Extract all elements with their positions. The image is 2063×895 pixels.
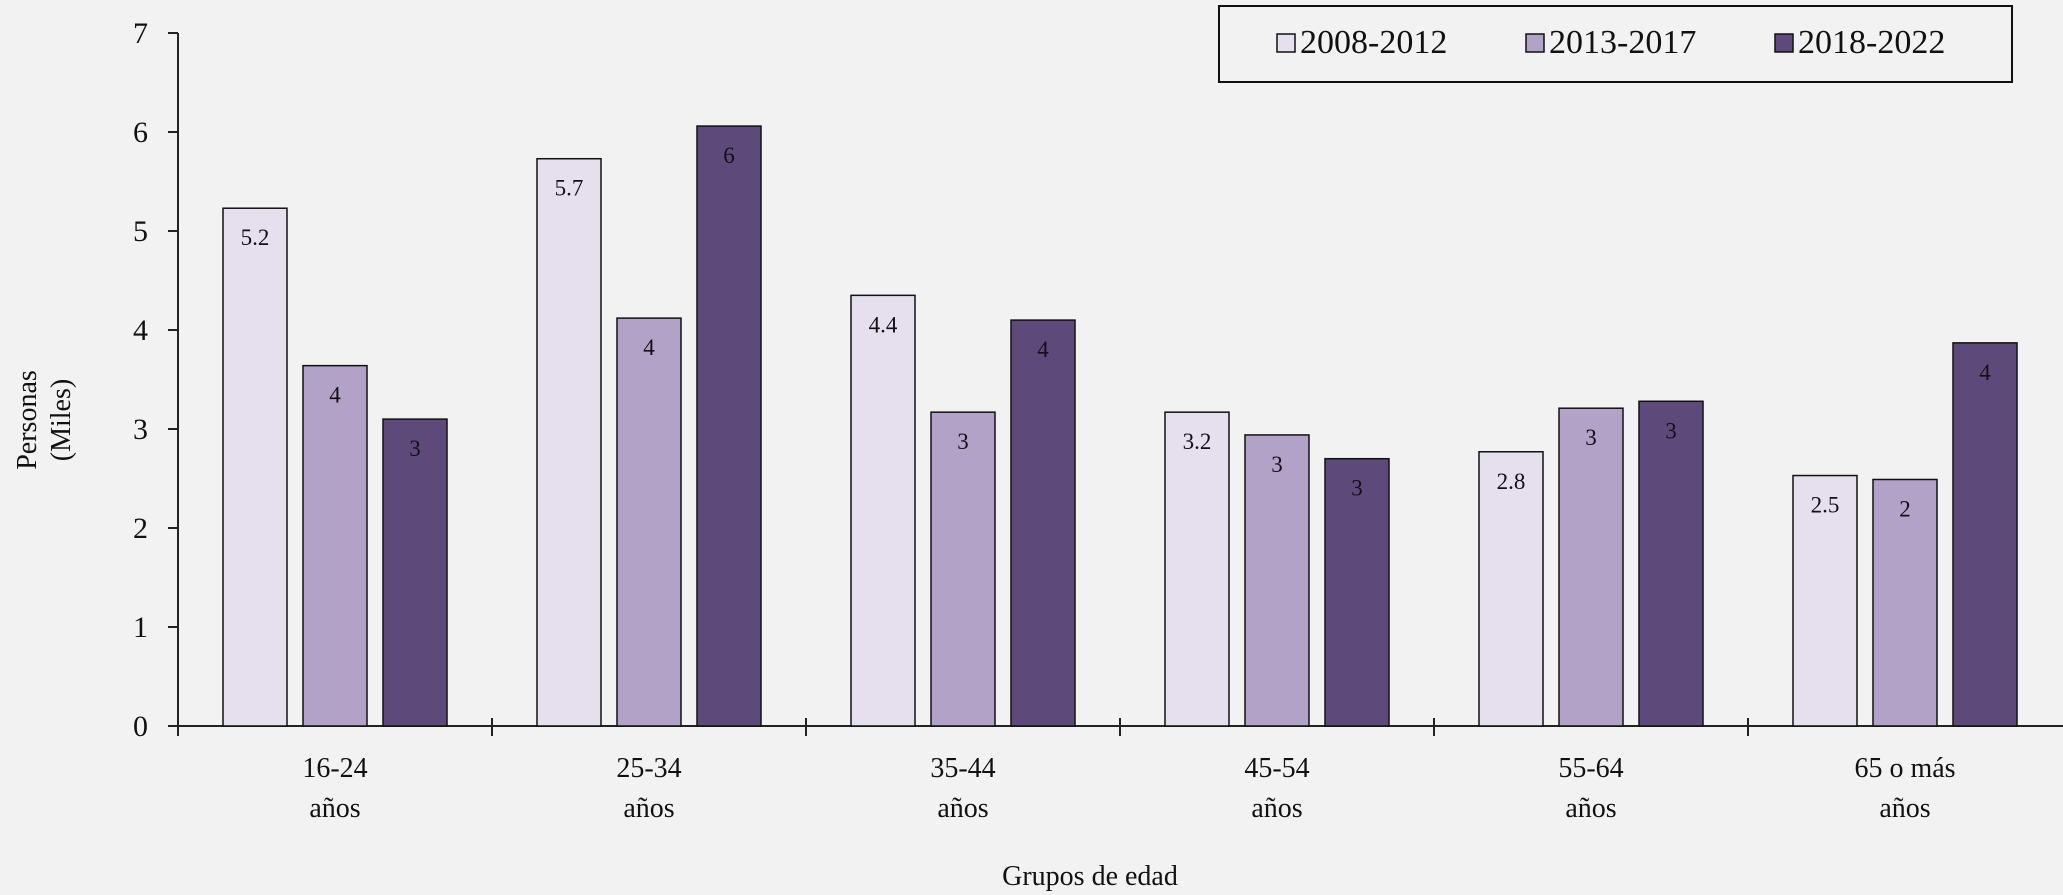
category-label: años xyxy=(1879,793,1930,824)
y-tick-label: 2 xyxy=(133,512,148,545)
legend-label: 2013-2017 xyxy=(1549,24,1696,61)
y-axis-title-line: Personas xyxy=(12,370,43,470)
bars xyxy=(222,125,2018,727)
data-label: 5.7 xyxy=(555,176,584,201)
y-tick-label: 4 xyxy=(133,314,148,347)
category-label: años xyxy=(309,793,360,824)
data-label: 4 xyxy=(329,383,341,408)
category-label: 45-54 xyxy=(1244,753,1309,784)
legend-swatch xyxy=(1774,33,1794,53)
data-label: 3 xyxy=(1585,425,1597,450)
category-label: años xyxy=(937,793,988,824)
data-label: 3 xyxy=(1665,418,1677,443)
bar xyxy=(850,294,916,727)
bar xyxy=(696,125,762,727)
category-label: 55-64 xyxy=(1558,753,1623,784)
data-label: 6 xyxy=(723,143,735,168)
bar xyxy=(222,207,288,727)
legend-label: 2008-2012 xyxy=(1300,24,1447,61)
bar xyxy=(1010,319,1076,727)
data-label: 4 xyxy=(1979,360,1991,385)
bar xyxy=(1872,478,1938,727)
category-label: años xyxy=(623,793,674,824)
legend-label: 2018-2022 xyxy=(1798,24,1945,61)
y-tick-label: 1 xyxy=(133,611,148,644)
data-label: 3 xyxy=(957,429,969,454)
legend-swatch xyxy=(1276,33,1296,53)
category-label: 35-44 xyxy=(930,753,995,784)
y-tick-label: 5 xyxy=(133,215,148,248)
category-label: 65 o más xyxy=(1854,753,1955,784)
bar xyxy=(616,317,682,727)
data-label: 2.5 xyxy=(1811,493,1840,518)
bar xyxy=(1164,411,1230,727)
bar xyxy=(382,418,448,727)
data-label: 3 xyxy=(1271,452,1283,477)
y-tick-label: 0 xyxy=(133,710,148,743)
bar xyxy=(302,364,368,727)
y-tick-label: 3 xyxy=(133,413,148,446)
category-labels: 16-24 años 25-34 años 35-44 años 45-54 años 55-6… xyxy=(302,753,1955,824)
legend-swatch xyxy=(1525,33,1545,53)
bar xyxy=(1638,400,1704,727)
bar xyxy=(1558,407,1624,727)
category-label: años xyxy=(1251,793,1302,824)
category-label: años xyxy=(1565,793,1616,824)
data-label: 3.2 xyxy=(1183,429,1212,454)
data-label: 3 xyxy=(1351,476,1363,501)
bar xyxy=(1952,342,2018,727)
bar xyxy=(930,411,996,727)
data-label: 4.4 xyxy=(869,312,898,337)
bar xyxy=(1478,451,1544,727)
legend-box xyxy=(1218,5,2013,83)
y-axis-title: Personas (Miles) xyxy=(12,370,77,470)
category-label: 16-24 xyxy=(302,753,367,784)
category-label: 25-34 xyxy=(616,753,681,784)
bar xyxy=(1324,457,1390,727)
data-label: 4 xyxy=(643,335,655,360)
data-label: 2.8 xyxy=(1497,469,1526,494)
y-axis: 0 1 2 3 4 5 6 7 xyxy=(133,17,179,743)
x-axis-title: Grupos de edad xyxy=(1002,861,1178,892)
data-label: 3 xyxy=(409,436,421,461)
bar xyxy=(1792,474,1858,727)
y-tick-label: 7 xyxy=(133,17,148,50)
x-axis xyxy=(177,718,2063,736)
data-label: 4 xyxy=(1037,337,1049,362)
y-tick-label: 6 xyxy=(133,116,148,149)
data-label: 5.2 xyxy=(241,225,270,250)
bar xyxy=(536,157,602,727)
data-labels: 5.2 4 3 5.7 4 6 4.4 3 4 3.2 3 3 2.8 3 3 2.5 2 4 xyxy=(241,143,1992,521)
bar xyxy=(1244,434,1310,727)
y-axis-title-line: (Miles) xyxy=(46,379,77,461)
data-label: 2 xyxy=(1899,496,1911,521)
legend: 2008-2012 2013-2017 2018-2022 xyxy=(1218,5,2013,83)
